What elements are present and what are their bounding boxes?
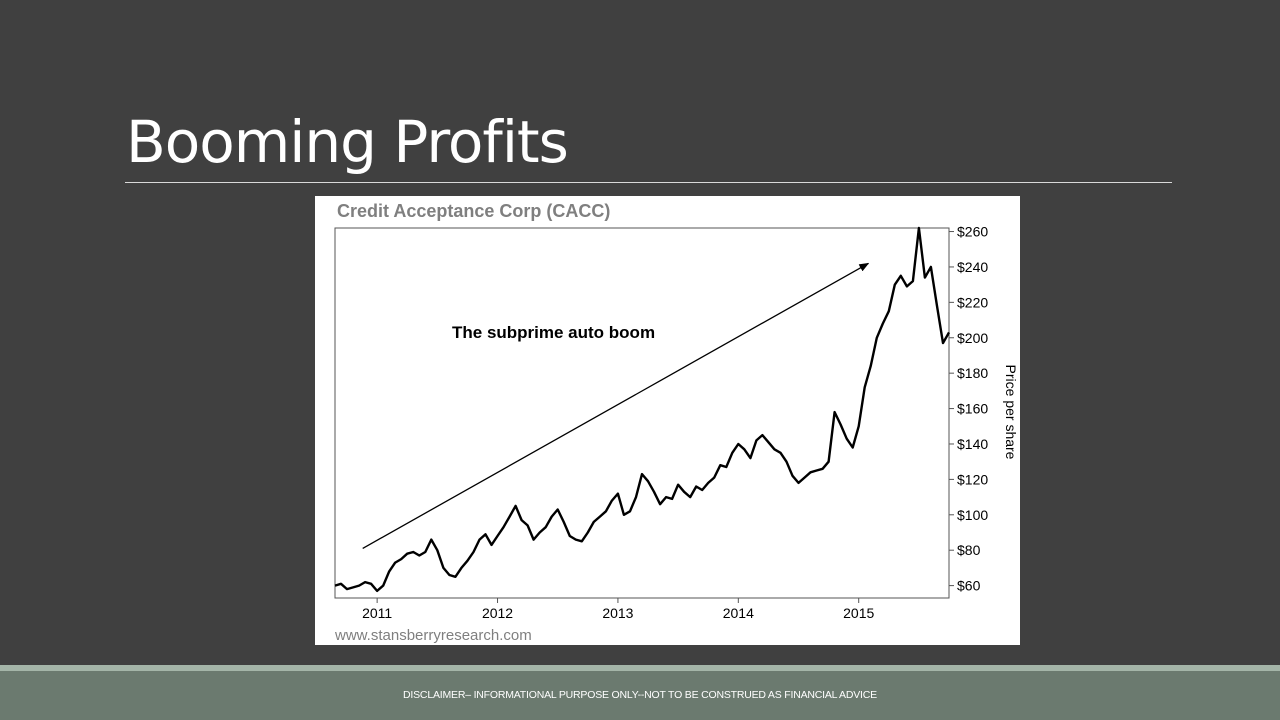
x-tick-label: 2014 — [723, 605, 754, 621]
y-tick-label: $160 — [957, 401, 988, 417]
chart-card: Credit Acceptance Corp (CACC) $60 $80 $100… — [315, 196, 1020, 645]
y-tick-label: $200 — [957, 330, 988, 346]
disclaimer-text: DISCLAIMER– INFORMATIONAL PURPOSE ONLY--… — [403, 689, 877, 701]
x-tick-label: 2013 — [602, 605, 633, 621]
title-divider — [125, 182, 1172, 183]
y-tick-label: $140 — [957, 436, 988, 452]
series-line-price — [334, 226, 951, 593]
x-tick-label: 2012 — [482, 605, 513, 621]
stock-price-chart: Credit Acceptance Corp (CACC) $60 $80 $100… — [334, 201, 1019, 644]
y-axis: $60 $80 $100 $120 $140 $160 $180 $200 $220 $240 $2… — [949, 224, 988, 594]
chart-title: Credit Acceptance Corp (CACC) — [337, 201, 610, 221]
footer-bar — [0, 671, 1280, 720]
trend-arrow — [362, 262, 870, 549]
y-tick-label: $240 — [957, 259, 988, 275]
plot-area-frame — [334, 227, 950, 599]
x-tick-label: 2015 — [843, 605, 874, 621]
y-tick-label: $260 — [957, 224, 988, 240]
y-tick-label: $100 — [957, 507, 988, 523]
slide-title: Booming Profits — [126, 108, 569, 176]
y-tick-label: $80 — [957, 542, 981, 558]
y-tick-label: $60 — [957, 578, 981, 594]
y-tick-label: $220 — [957, 294, 988, 310]
x-axis: 2011 2012 2013 2014 2015 — [362, 598, 874, 621]
source-credit: www.stansberryresearch.com — [334, 627, 532, 644]
x-tick-label: 2011 — [362, 605, 392, 621]
chart-annotation: The subprime auto boom — [452, 323, 655, 342]
footer-accent-stripe — [0, 665, 1280, 671]
y-axis-label: Price per share — [1003, 365, 1019, 460]
y-tick-label: $180 — [957, 365, 988, 381]
y-tick-label: $120 — [957, 471, 988, 487]
